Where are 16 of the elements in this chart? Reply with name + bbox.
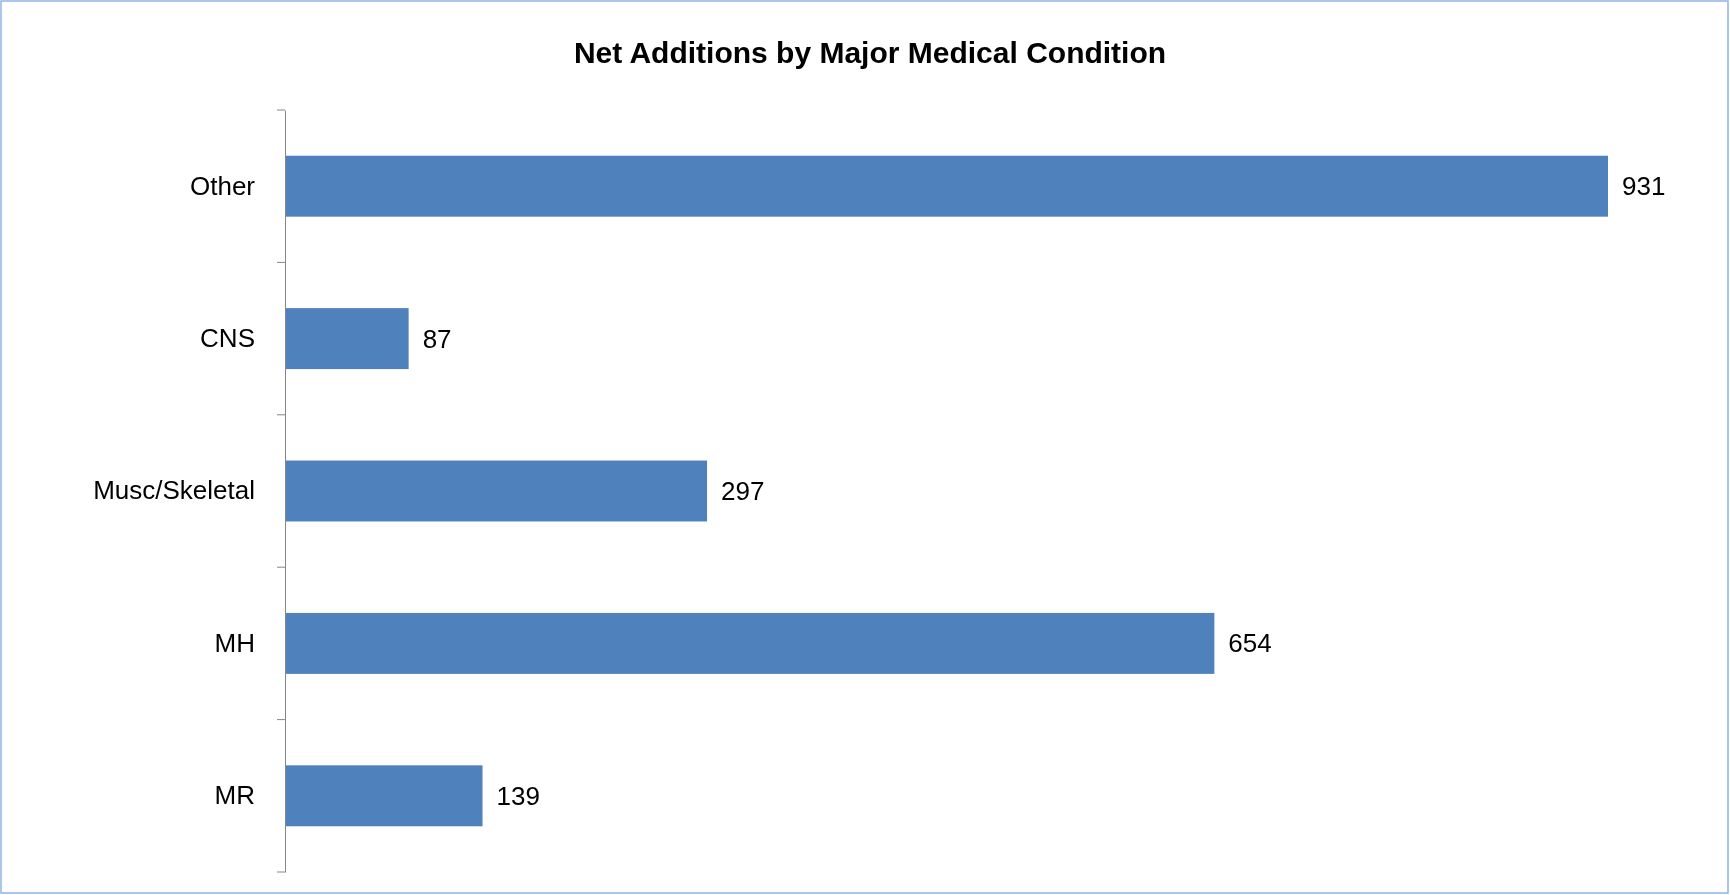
data-label: 931 [1622,171,1666,202]
chart-title: Net Additions by Major Medical Condition [573,36,1167,69]
bar [285,612,1215,674]
y-tick-label: CNS [200,322,255,353]
data-label: 297 [721,476,765,506]
y-tick-label: MH [214,627,255,658]
data-label: 654 [1228,628,1272,659]
y-tick-label: MR [214,780,255,811]
bar [285,460,708,522]
data-label: 87 [422,323,452,354]
bar [285,155,1608,217]
bar [285,765,483,827]
bar [285,308,409,370]
y-tick-label: Other [189,170,256,201]
y-tick-label: Musc/Skeletal [93,475,255,506]
data-label: 139 [496,780,540,811]
